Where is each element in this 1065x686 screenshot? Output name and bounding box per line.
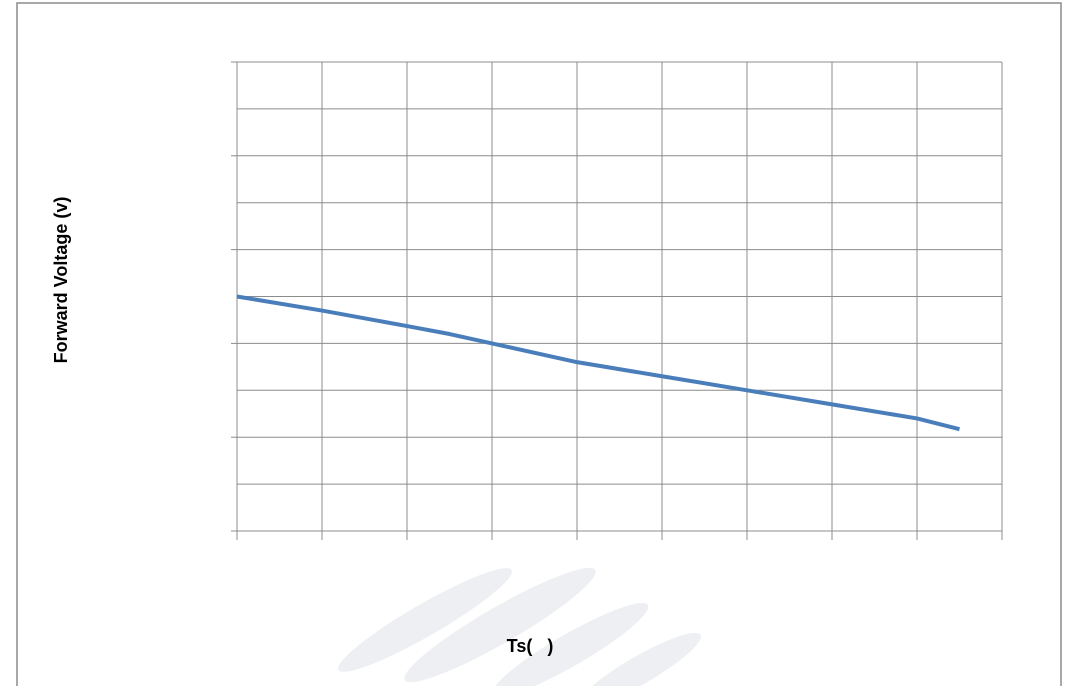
chart-frame [16, 2, 1062, 686]
x-axis-title: Ts( ) [507, 636, 554, 656]
y-axis-title: Forward Voltage (v) [51, 197, 71, 364]
watermark [338, 567, 702, 686]
data-line [236, 294, 960, 432]
